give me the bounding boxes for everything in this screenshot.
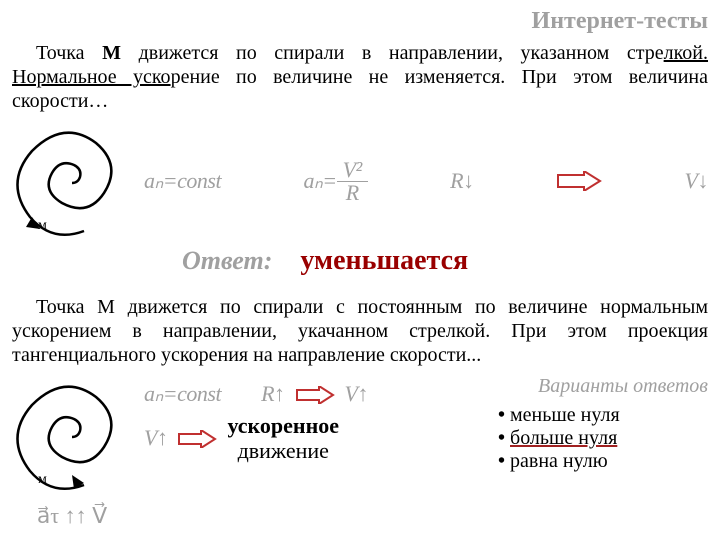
an-const-1: aₙ=const xyxy=(144,168,221,194)
svg-text:м: м xyxy=(38,472,47,487)
v-increases-2: V↑ xyxy=(144,425,167,451)
formula-row-1: aₙ=const aₙ= V² R R↓ V↓ xyxy=(144,159,708,204)
spiral-diagram-2: м xyxy=(12,375,132,495)
problem1-row: м aₙ=const aₙ= V² R R↓ V↓ xyxy=(12,121,708,241)
implies-arrow-3 xyxy=(177,427,217,450)
an-formula: aₙ= V² R xyxy=(304,159,368,204)
problem2-text: Точка М движется по спирали с постоянным… xyxy=(12,295,708,367)
implies-arrow-2 xyxy=(295,383,335,406)
option-1: меньше нуля xyxy=(498,404,708,427)
options-list: меньше нуля больше нуля равна нулю xyxy=(498,404,708,473)
v-increases: V↑ xyxy=(345,381,368,407)
spiral-diagram-1: м xyxy=(12,121,132,241)
point-m: М xyxy=(102,42,121,64)
svg-text:м: м xyxy=(38,218,47,233)
middle-column: aₙ=const R↑ V↑ V↑ ускоренное движение xyxy=(144,375,486,470)
answer-label-1: Ответ: xyxy=(182,246,272,276)
problem2-row: м a⃗τ ↑↑ V⃗ aₙ=const R↑ V↑ V↑ xyxy=(12,375,708,529)
v-decreases: V↓ xyxy=(685,168,708,194)
implies-arrow-1 xyxy=(556,171,602,191)
answer-value-1: уменьшается xyxy=(300,245,468,277)
variants-label: Варианты ответов xyxy=(498,375,708,398)
answer-row-1: Ответ: уменьшается xyxy=(182,245,708,277)
vec-formula: a⃗τ ↑↑ V⃗ xyxy=(12,503,132,529)
motion-type: ускоренное движение xyxy=(227,413,339,464)
an-const-2: aₙ=const xyxy=(144,381,221,407)
option-3: равна нулю xyxy=(498,450,708,473)
variants-column: Варианты ответов меньше нуля больше нуля… xyxy=(498,375,708,473)
option-2: больше нуля xyxy=(498,427,708,450)
page-header: Интернет-тесты xyxy=(12,8,708,35)
problem1-text: Точка М движется по спирали в направлени… xyxy=(12,41,708,113)
r-decreases: R↓ xyxy=(450,168,473,194)
r-increases: R↑ xyxy=(261,381,284,407)
